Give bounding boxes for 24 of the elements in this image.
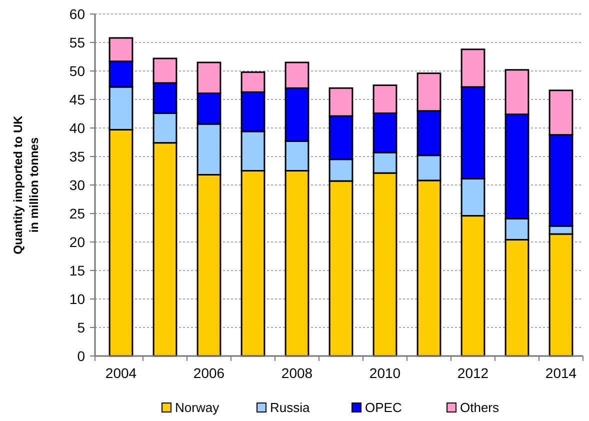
y-tick-label: 60 — [69, 6, 86, 22]
x-tick-label: 2004 — [105, 365, 137, 381]
y-tick-label: 0 — [77, 348, 86, 364]
y-tick-label: 30 — [69, 176, 86, 193]
legend-label: Others — [460, 400, 500, 415]
x-tick-label: 2012 — [457, 365, 489, 381]
x-tick-label: 2014 — [545, 365, 577, 381]
y-tick-label: 15 — [69, 262, 86, 278]
x-tick-label: 2008 — [281, 365, 313, 381]
y-tick-label: 10 — [69, 290, 86, 307]
y-tick-label: 20 — [69, 234, 86, 250]
x-tick-label: 2010 — [369, 365, 401, 381]
legend-label: Norway — [175, 400, 220, 415]
y-tick-label: 55 — [69, 34, 86, 50]
y-tick-label: 25 — [69, 205, 86, 222]
y-tick-label: 45 — [69, 91, 86, 108]
legend-label: OPEC — [365, 400, 402, 415]
x-tick-label: 2006 — [193, 365, 225, 381]
y-tick-label: 40 — [69, 120, 86, 136]
y-axis-title: Quantity imported to UK in million tonnes — [11, 115, 41, 254]
y-tick-label: 5 — [77, 319, 86, 336]
y-tick-label: 35 — [69, 148, 86, 164]
legend-label: Russia — [270, 400, 311, 415]
y-tick-label: 50 — [69, 62, 86, 79]
